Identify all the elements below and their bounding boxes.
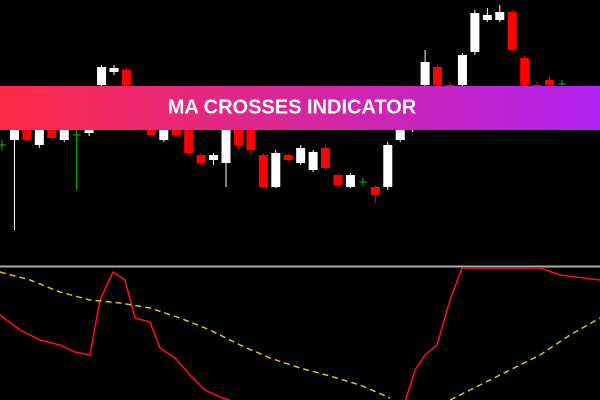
candle-body: [97, 67, 107, 85]
candle-body: [209, 155, 219, 160]
candle-body: [333, 175, 343, 185]
candle-body: [545, 80, 555, 85]
candle-body: [507, 12, 517, 50]
indicator-line: [449, 317, 600, 400]
candle-body: [420, 62, 430, 85]
candle-body: [321, 148, 331, 168]
banner: [0, 86, 600, 130]
candle-body: [495, 12, 505, 20]
candle-body: [271, 153, 281, 187]
candle-body: [308, 152, 318, 170]
candle-body: [283, 155, 293, 160]
candle-body: [196, 155, 206, 163]
candle-body: [246, 130, 256, 150]
candle-body: [184, 130, 194, 153]
candle-body: [34, 130, 44, 145]
candle-body: [84, 130, 94, 133]
candle-body: [109, 68, 119, 72]
indicator-line: [404, 268, 600, 400]
candle-body: [345, 175, 355, 187]
candle-body: [433, 67, 443, 85]
indicator-panel: [0, 268, 600, 400]
candle-body: [221, 130, 231, 163]
candle-body: [258, 155, 268, 187]
candle-body: [9, 130, 19, 140]
indicator-line: [0, 270, 232, 400]
candle-body: [22, 130, 32, 140]
candle-body: [470, 13, 480, 52]
candle-body: [520, 58, 530, 85]
candle-body: [233, 125, 243, 145]
candle-body: [121, 70, 131, 85]
candle-body: [47, 130, 57, 138]
candle-body: [171, 130, 181, 135]
indicator-line: [0, 271, 391, 399]
candle-body: [296, 148, 306, 163]
candle-body: [159, 130, 169, 140]
candle-body: [383, 145, 393, 187]
banner-title: MA CROSSES INDICATOR: [168, 96, 417, 118]
candle-body: [482, 15, 492, 20]
candle-body: [457, 55, 467, 85]
candle-body: [395, 130, 405, 140]
candle-body: [146, 130, 156, 135]
candle-body: [59, 130, 69, 140]
candle-body: [370, 187, 380, 195]
